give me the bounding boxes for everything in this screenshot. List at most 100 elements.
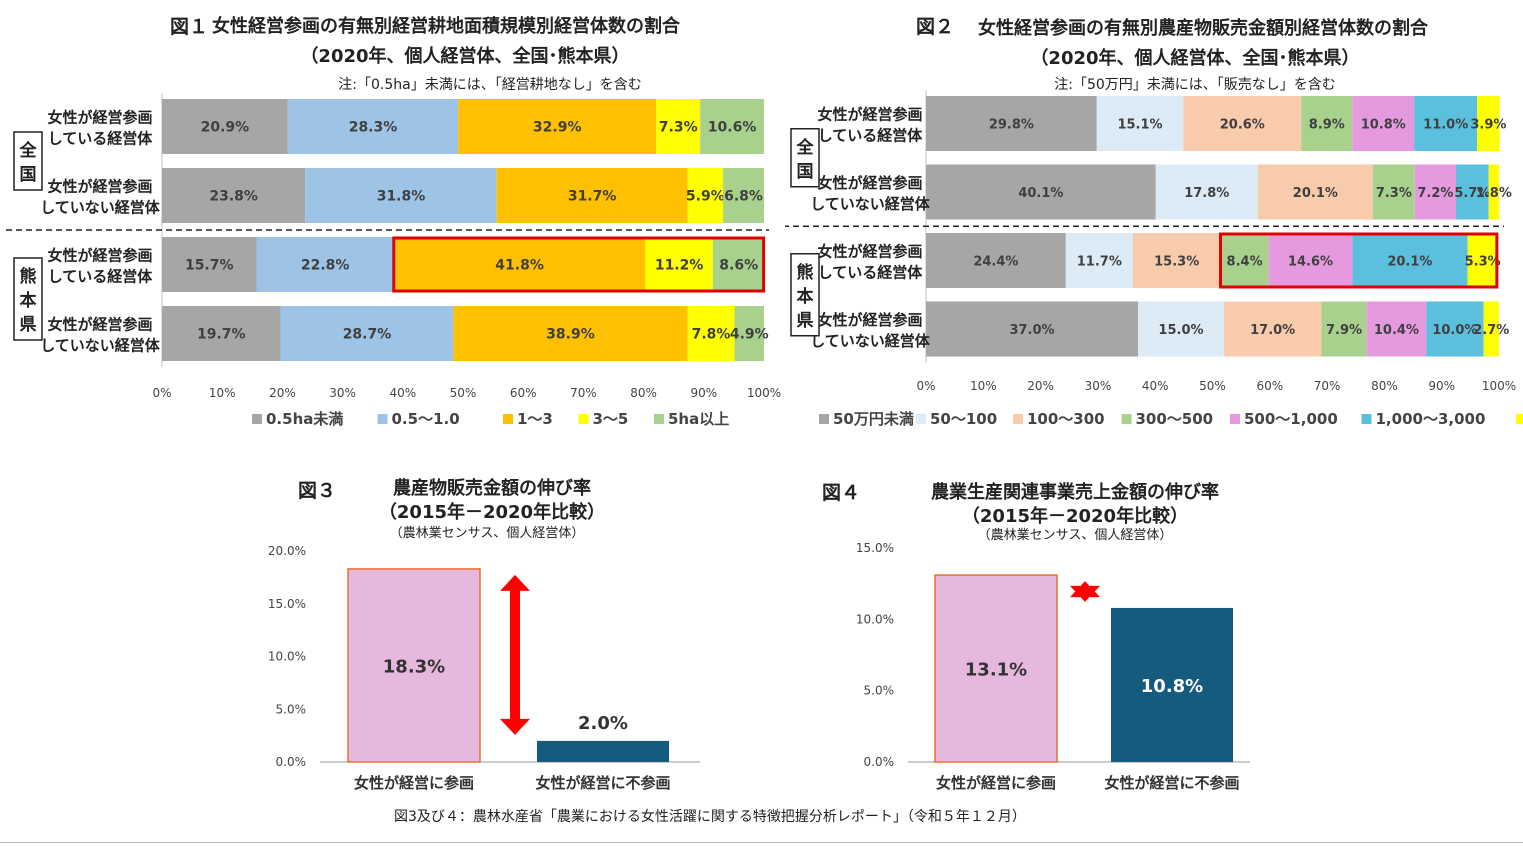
bar-segment <box>1426 301 1484 357</box>
data-label: 10.6% <box>708 120 757 136</box>
y-tick-label: 20.0% <box>268 544 306 558</box>
y-tick-label: 0.0% <box>276 755 307 769</box>
bar-segment <box>723 168 764 223</box>
y-tick-label: 5.0% <box>864 684 895 698</box>
data-label: 38.9% <box>546 327 595 343</box>
category-label: していない経営体 <box>40 337 161 355</box>
bar-segment <box>926 233 1066 288</box>
figure4-subtitle: （2015年－2020年比較） <box>961 506 1189 527</box>
data-label: 10.4% <box>1374 323 1419 338</box>
legend-swatch <box>377 414 388 424</box>
data-label: 5.9% <box>686 189 725 205</box>
bar-segment <box>1132 233 1221 288</box>
bar-segment <box>280 306 454 361</box>
figure3-note: （農林業センサス、個人経営体） <box>389 526 585 541</box>
data-label: 1.8% <box>1476 186 1512 201</box>
data-label: 31.8% <box>377 189 426 205</box>
data-label: 10.8% <box>1141 676 1203 697</box>
bar-segment <box>1223 301 1322 357</box>
data-label: 28.3% <box>349 120 398 136</box>
data-label: 11.7% <box>1077 255 1122 270</box>
data-label: 7.8% <box>692 327 731 343</box>
x-tick-label: 100% <box>747 386 781 400</box>
figure2-label: 図２ <box>916 16 955 38</box>
figure4-note: （農林業センサス、個人経営体） <box>977 528 1173 543</box>
y-tick-label: 0.0% <box>864 755 895 769</box>
bar-segment <box>1488 164 1499 220</box>
data-label: 23.8% <box>209 189 258 205</box>
data-label: 8.6% <box>719 258 758 274</box>
category-label: している経営体 <box>48 268 154 286</box>
group-label-char: 国 <box>20 165 37 185</box>
legend-swatch <box>654 414 664 424</box>
category-label: 女性が経営に参画 <box>936 774 1056 792</box>
x-tick-label: 60% <box>510 386 537 400</box>
x-tick-label: 20% <box>1027 379 1054 393</box>
legend-label: 50万円未満 <box>833 410 914 428</box>
y-tick-label: 15.0% <box>268 597 306 611</box>
bar <box>1111 607 1233 762</box>
group-label-char: 本 <box>797 286 814 307</box>
bar-segment <box>1183 96 1302 151</box>
data-label: 20.1% <box>1293 186 1338 201</box>
legend-label: 300～500 <box>1136 410 1214 428</box>
data-label: 32.9% <box>533 120 582 136</box>
bar-segment <box>162 168 306 223</box>
legend-label: 1,000～3,000 <box>1376 410 1486 428</box>
legend-label: 5ha以上 <box>668 410 729 428</box>
data-label: 2.0% <box>578 713 628 734</box>
legend-label: 500～1,000 <box>1244 410 1338 428</box>
x-tick-label: 30% <box>1085 379 1112 393</box>
data-label: 17.0% <box>1250 323 1295 338</box>
y-tick-label: 10.0% <box>268 650 306 664</box>
x-tick-label: 10% <box>970 379 997 393</box>
figure4-title: 農業生産関連事業売上金額の伸び率 <box>931 482 1219 503</box>
figure2-note: 注:「50万円」未満には、「販売なし」を含む <box>1054 77 1336 93</box>
bar-segment <box>926 96 1097 151</box>
bar-segment <box>162 237 257 292</box>
data-label: 40.1% <box>1018 186 1063 201</box>
data-label: 37.0% <box>1009 323 1054 338</box>
x-tick-label: 0% <box>152 386 171 400</box>
bar-segment <box>1321 301 1367 357</box>
data-label: 5.3% <box>1465 255 1501 270</box>
bar-segment <box>305 168 497 223</box>
x-tick-label: 40% <box>389 386 416 400</box>
legend-label: 0.5ha未満 <box>266 410 343 428</box>
data-label: 7.9% <box>1326 323 1362 338</box>
figure3-label: 図３ <box>298 480 337 502</box>
bar-segment <box>393 237 646 292</box>
x-tick-label: 0% <box>916 379 935 393</box>
data-label: 8.4% <box>1227 255 1263 270</box>
bar <box>934 574 1058 763</box>
bar-segment <box>687 168 724 223</box>
data-label: 11.0% <box>1423 118 1468 133</box>
bar-segment <box>645 237 713 292</box>
group-label-char: 全 <box>796 137 815 158</box>
category-label: している経営体 <box>48 130 154 148</box>
bar <box>537 740 669 762</box>
category-label: 女性が経営参画 <box>47 178 152 196</box>
bar-segment <box>1138 301 1224 357</box>
bar-segment <box>734 306 764 361</box>
group-label-char: 県 <box>20 315 37 335</box>
category-label: 女性が経営参画 <box>47 247 152 265</box>
legend-label: 1～3 <box>517 410 553 428</box>
data-label: 15.7% <box>185 258 234 274</box>
difference-arrow <box>500 574 530 735</box>
x-tick-label: 10% <box>209 386 236 400</box>
bar-segment <box>1220 233 1269 288</box>
category-label: 女性が経営参画 <box>47 109 152 127</box>
bar-segment <box>453 306 688 361</box>
category-label: している経営体 <box>818 127 924 145</box>
bar-segment <box>1414 164 1457 220</box>
data-label: 29.8% <box>989 118 1034 133</box>
data-label: 10.8% <box>1361 118 1406 133</box>
category-label: 女性が経営参画 <box>817 174 922 192</box>
bottom-divider <box>0 842 1523 843</box>
bar <box>347 568 481 763</box>
bar-segment <box>287 99 459 154</box>
figure3-chart: 0.0% 5.0% 10.0% 15.0% 20.0% 18.3% 女性が経営に参画 2.0%… <box>268 544 700 792</box>
data-label: 4.9% <box>730 327 769 343</box>
